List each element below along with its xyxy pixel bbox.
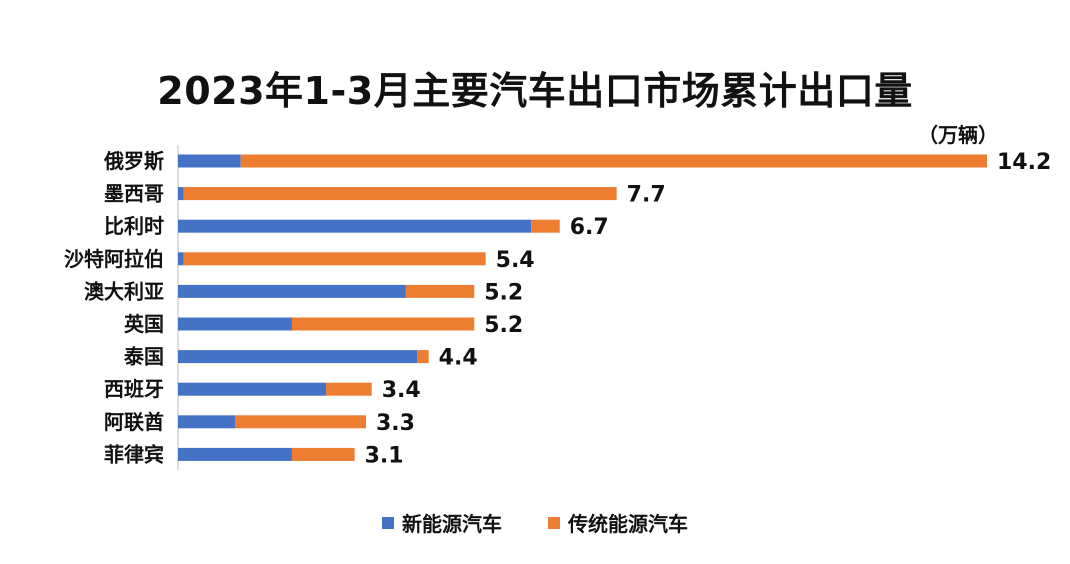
- legend-label-new-energy: 新能源汽车: [402, 512, 502, 536]
- legend-item-new-energy: 新能源汽车: [382, 508, 502, 537]
- bar-segment-new-energy: [178, 219, 532, 233]
- category-label: 俄罗斯: [103, 149, 164, 173]
- data-label: 14.2: [997, 150, 1051, 175]
- category-label: 沙特阿拉伯: [64, 247, 164, 271]
- bar-segment-new-energy: [178, 415, 235, 429]
- data-label: 5.2: [484, 313, 523, 338]
- bar-segment-traditional: [183, 252, 486, 266]
- category-label: 比利时: [104, 214, 164, 238]
- data-label: 5.2: [484, 280, 523, 305]
- category-label: 墨西哥: [104, 182, 164, 206]
- bar-segment-traditional: [240, 154, 988, 168]
- unit-label: （万辆）: [918, 123, 998, 147]
- legend-swatch-traditional: [548, 516, 560, 529]
- bar-segment-traditional: [183, 187, 617, 201]
- data-label: 4.4: [439, 346, 478, 371]
- chart-title: 2023年1-3月主要汽车出口市场累计出口量: [157, 69, 913, 113]
- bar-segment-traditional: [291, 447, 355, 461]
- category-label: 英国: [124, 312, 164, 336]
- bar-segment-new-energy: [178, 187, 184, 201]
- data-label: 3.1: [365, 443, 404, 468]
- data-label: 5.4: [496, 248, 535, 273]
- legend-swatch-new-energy: [382, 516, 394, 529]
- data-label: 3.4: [382, 378, 421, 403]
- category-label: 菲律宾: [104, 442, 164, 466]
- bar-segment-new-energy: [178, 154, 241, 168]
- category-label: 澳大利亚: [84, 279, 164, 303]
- data-label: 6.7: [570, 215, 609, 240]
- bar-segment-new-energy: [178, 350, 418, 364]
- bar-segment-new-energy: [178, 447, 292, 461]
- bar-segment-traditional: [326, 382, 372, 396]
- category-label: 阿联酋: [104, 410, 164, 434]
- category-label: 西班牙: [104, 377, 164, 401]
- category-label: 泰国: [123, 345, 164, 369]
- legend: 新能源汽车 传统能源汽车: [0, 508, 1070, 537]
- bar-segment-traditional: [531, 219, 560, 233]
- bar-segment-traditional: [417, 350, 429, 364]
- data-label: 3.3: [376, 411, 415, 436]
- bar-segment-new-energy: [178, 252, 184, 266]
- bar-segment-new-energy: [178, 382, 327, 396]
- bar-segment-traditional: [291, 317, 475, 331]
- legend-label-traditional: 传统能源汽车: [568, 512, 688, 536]
- legend-item-traditional: 传统能源汽车: [548, 508, 688, 537]
- bar-segment-traditional: [405, 284, 475, 298]
- bar-segment-new-energy: [178, 317, 292, 331]
- bar-segment-traditional: [234, 415, 367, 429]
- bar-segment-new-energy: [178, 284, 406, 298]
- data-label: 7.7: [627, 183, 666, 208]
